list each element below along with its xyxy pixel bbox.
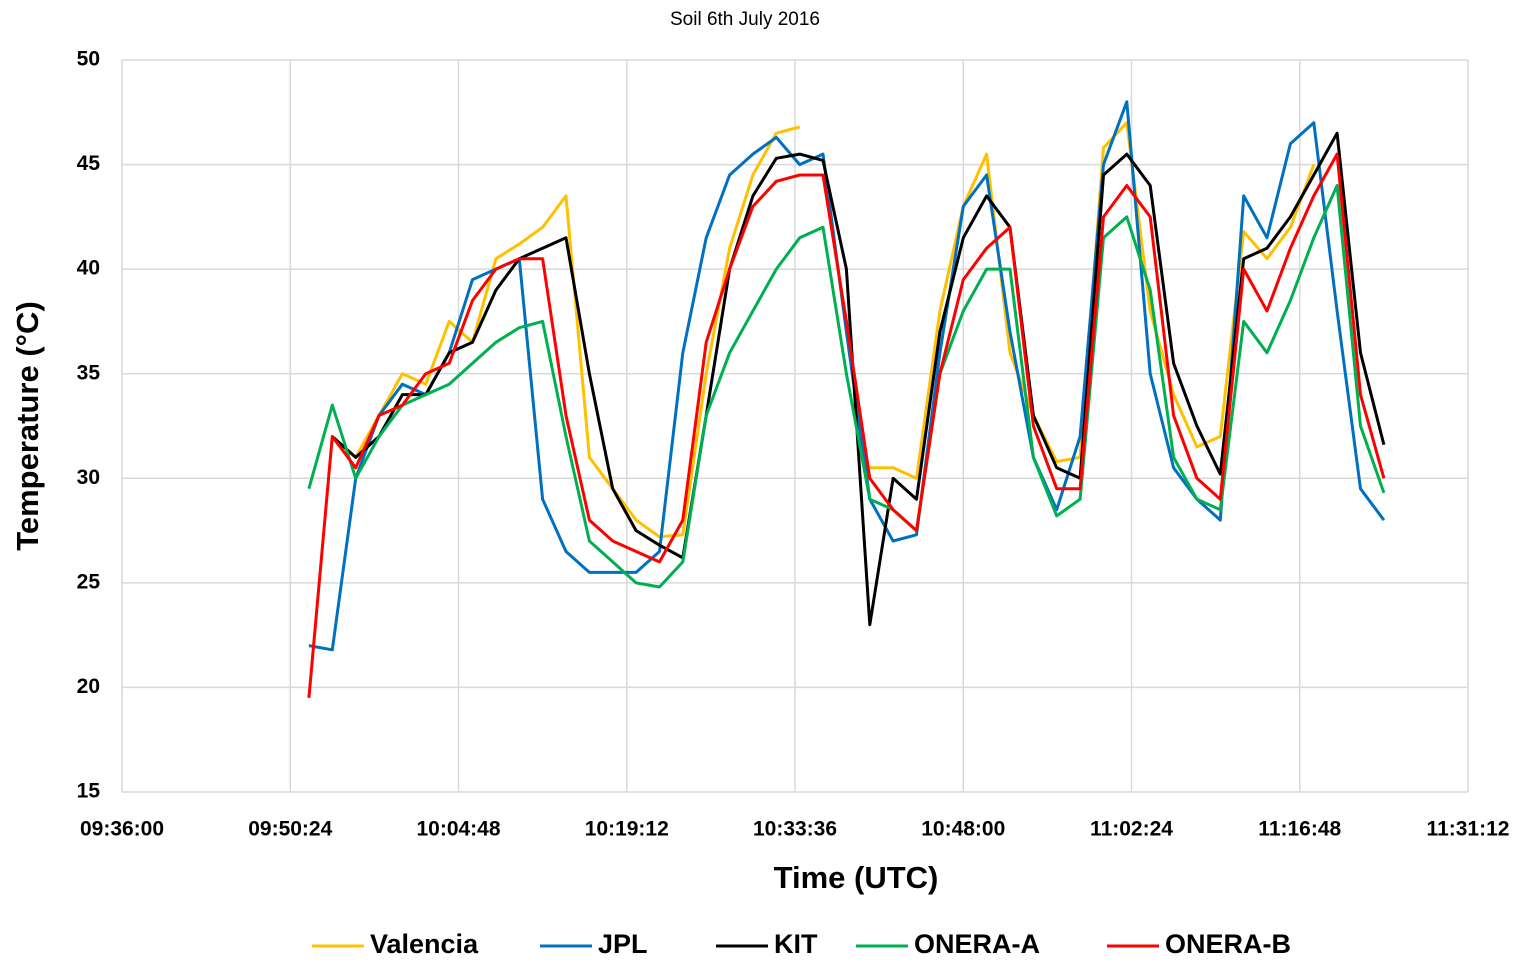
series-line <box>307 152 1386 699</box>
y-tick-label: 35 <box>77 361 101 384</box>
x-tick-label: 11:16:48 <box>1258 818 1341 841</box>
y-tick-label: 40 <box>77 257 100 280</box>
legend-label: JPL <box>598 929 648 959</box>
y-tick-label: 45 <box>77 152 101 175</box>
legend-label: KIT <box>774 929 818 959</box>
x-tick-label: 10:19:12 <box>585 818 669 841</box>
y-tick-label: 15 <box>77 780 101 803</box>
y-tick-label: 25 <box>77 570 101 593</box>
legend-label: ONERA-A <box>914 929 1040 959</box>
y-axis-label: Temperature (°C) <box>10 301 45 551</box>
y-tick-label: 30 <box>77 466 100 489</box>
legend-label: Valencia <box>370 929 479 959</box>
chart-title: Soil 6th July 2016 <box>670 9 820 30</box>
legend-label: ONERA-B <box>1165 929 1291 959</box>
x-tick-label: 11:31:12 <box>1427 818 1510 841</box>
x-axis-label: Time (UTC) <box>774 860 939 895</box>
y-tick-label: 20 <box>77 675 100 698</box>
series-line <box>307 184 1386 589</box>
series-line <box>331 131 1386 627</box>
x-tick-label: 09:50:24 <box>248 818 332 841</box>
x-tick-label: 11:02:24 <box>1090 818 1173 841</box>
x-tick-label: 09:36:00 <box>80 818 164 841</box>
series-line <box>331 125 801 539</box>
y-tick-label: 50 <box>77 48 100 71</box>
x-tick-label: 10:33:36 <box>753 818 837 841</box>
x-tick-label: 10:04:48 <box>416 818 500 841</box>
x-tick-label: 10:48:00 <box>921 818 1005 841</box>
series-line <box>308 100 1386 652</box>
